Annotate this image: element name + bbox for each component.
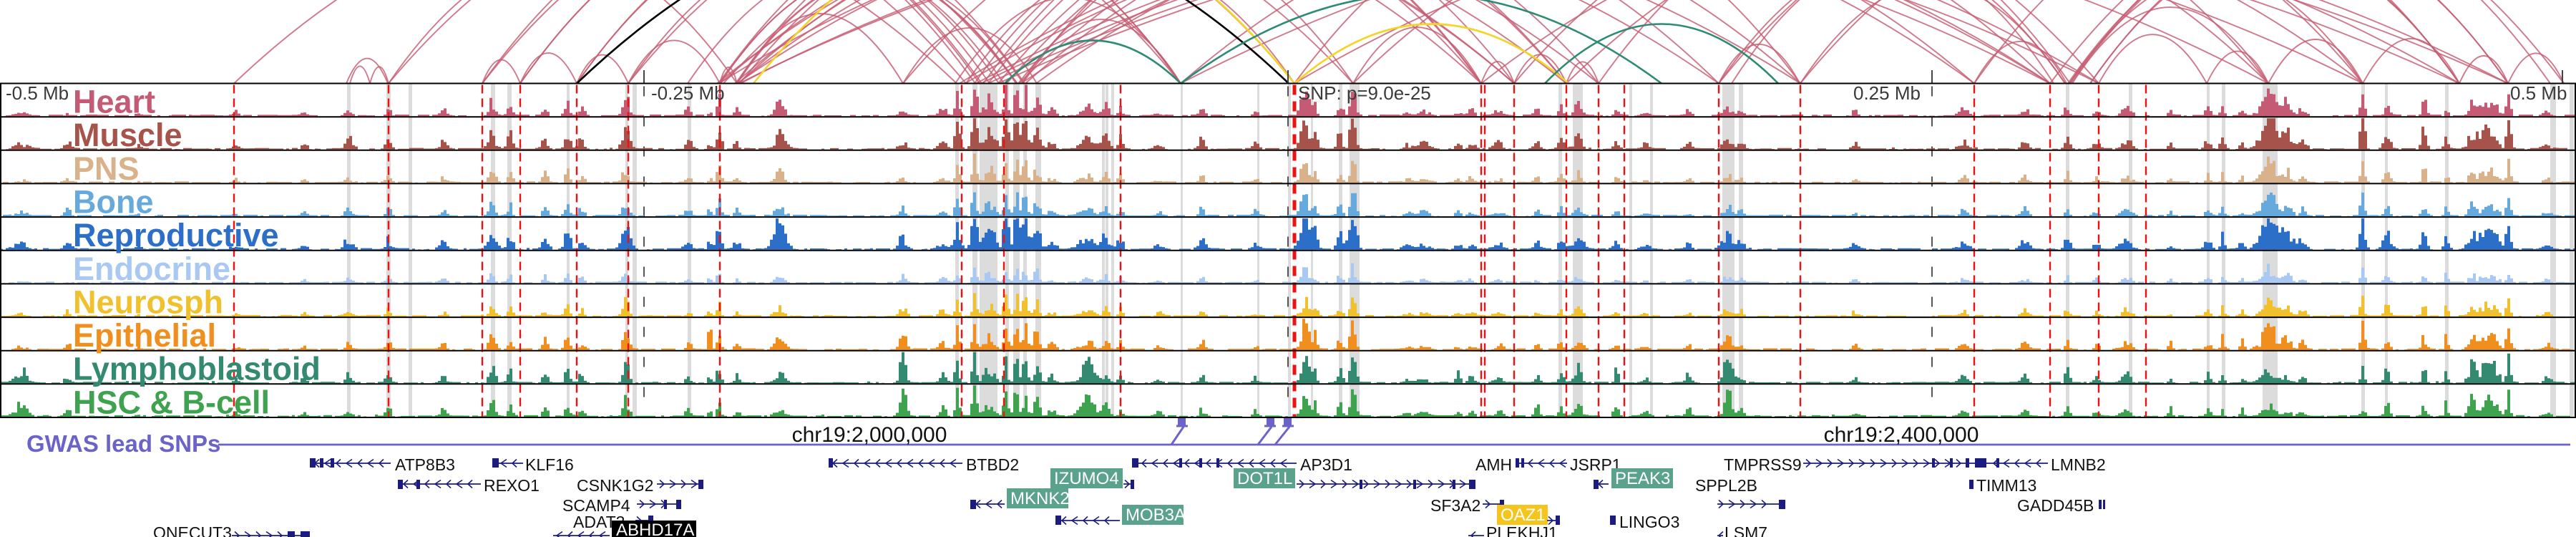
- svg-text:SPPL2B: SPPL2B: [1695, 476, 1757, 495]
- svg-text:0.25 Mb: 0.25 Mb: [1853, 82, 1921, 104]
- svg-text:HSC & B-cell: HSC & B-cell: [73, 384, 270, 420]
- svg-text:Bone: Bone: [73, 183, 154, 220]
- svg-text:ONECUT3: ONECUT3: [153, 523, 232, 537]
- svg-text:SF3A2: SF3A2: [1430, 496, 1480, 515]
- svg-text:BTBD2: BTBD2: [966, 455, 1019, 474]
- svg-text:MKNK2: MKNK2: [1010, 489, 1070, 508]
- svg-text:GWAS lead SNPs: GWAS lead SNPs: [26, 430, 220, 457]
- svg-text:SCAMP4: SCAMP4: [562, 496, 630, 515]
- svg-text:PNS: PNS: [73, 150, 140, 187]
- svg-text:LMNB2: LMNB2: [2051, 455, 2106, 474]
- svg-text:LSM7: LSM7: [1724, 523, 1767, 537]
- svg-text:TIMM13: TIMM13: [1976, 476, 2036, 495]
- svg-text:PEAK3: PEAK3: [1615, 469, 1670, 488]
- svg-text:Endocrine: Endocrine: [73, 251, 230, 287]
- svg-text:PLEKHJ1: PLEKHJ1: [1486, 523, 1558, 537]
- svg-text:ABHD17A: ABHD17A: [616, 521, 694, 537]
- svg-text:Lymphoblastoid: Lymphoblastoid: [73, 351, 321, 387]
- svg-text:Epithelial: Epithelial: [73, 317, 216, 354]
- svg-text:Reproductive: Reproductive: [73, 217, 279, 253]
- svg-text:REXO1: REXO1: [484, 476, 540, 495]
- svg-text:Heart: Heart: [73, 84, 155, 120]
- svg-text:OAZ1: OAZ1: [1501, 505, 1546, 525]
- svg-text:-0.5 Mb: -0.5 Mb: [6, 82, 69, 104]
- svg-text:AMH: AMH: [1475, 455, 1512, 474]
- svg-text:ATP8B3: ATP8B3: [395, 455, 455, 474]
- svg-text:-0.25 Mb: -0.25 Mb: [651, 82, 725, 104]
- svg-text:IZUMO4: IZUMO4: [1054, 469, 1119, 488]
- svg-text:Muscle: Muscle: [73, 117, 182, 153]
- svg-text:GADD45B: GADD45B: [2017, 496, 2094, 515]
- svg-text:KLF16: KLF16: [525, 455, 574, 474]
- svg-text:DOT1L: DOT1L: [1237, 469, 1292, 488]
- svg-text:chr19:2,400,000: chr19:2,400,000: [1824, 423, 1979, 447]
- svg-text:LINGO3: LINGO3: [1619, 513, 1679, 531]
- svg-text:TMPRSS9: TMPRSS9: [1724, 455, 1802, 474]
- svg-text:SNP: p=9.0e-25: SNP: p=9.0e-25: [1298, 82, 1431, 104]
- svg-text:Neurosph: Neurosph: [73, 284, 223, 320]
- svg-text:chr19:2,000,000: chr19:2,000,000: [792, 423, 947, 447]
- svg-text:CSNK1G2: CSNK1G2: [577, 476, 653, 495]
- svg-text:MOB3A: MOB3A: [1126, 505, 1186, 525]
- svg-text:AP3D1: AP3D1: [1300, 455, 1352, 474]
- svg-text:0.5 Mb: 0.5 Mb: [2510, 82, 2567, 104]
